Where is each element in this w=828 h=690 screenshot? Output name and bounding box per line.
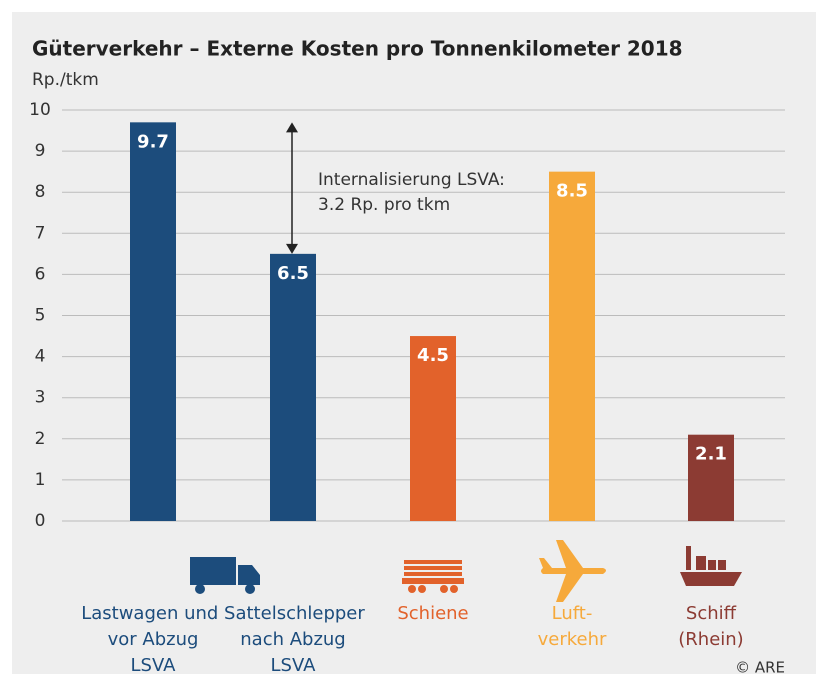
chart-title: Güterverkehr – Externe Kosten pro Tonnen… bbox=[32, 37, 683, 61]
x-tick-label: Schiff bbox=[686, 603, 737, 624]
x-tick-label: verkehr bbox=[538, 629, 607, 650]
y-tick-label: 8 bbox=[35, 182, 46, 202]
y-axis-label: Rp./tkm bbox=[32, 70, 99, 90]
value-label: 8.5 bbox=[556, 181, 588, 202]
y-tick-label: 4 bbox=[35, 347, 46, 367]
y-tick-label: 3 bbox=[35, 388, 46, 408]
plane-icon bbox=[539, 540, 606, 602]
value-label: 9.7 bbox=[137, 131, 169, 152]
x-tick-label: Schiene bbox=[397, 603, 468, 624]
x-tick-label: Luft- bbox=[552, 603, 593, 624]
x-tick-label: vor Abzug bbox=[108, 629, 199, 650]
bar bbox=[688, 434, 734, 521]
y-tick-label: 9 bbox=[35, 141, 46, 161]
x-tick-label: LSVA bbox=[271, 655, 317, 676]
x-tick-label: (Rhein) bbox=[678, 629, 743, 650]
y-tick-label: 7 bbox=[35, 223, 46, 243]
value-label: 6.5 bbox=[277, 263, 309, 284]
truck-icon bbox=[190, 557, 260, 594]
y-tick-label: 2 bbox=[35, 429, 46, 449]
ship-icon bbox=[680, 546, 742, 586]
source: © ARE bbox=[735, 659, 785, 677]
x-tick-label: nach Abzug bbox=[240, 629, 346, 650]
annotation: 3.2 Rp. pro tkm bbox=[318, 195, 450, 215]
annotation: Internalisierung LSVA: bbox=[318, 170, 505, 190]
y-tick-label: 0 bbox=[35, 511, 46, 531]
value-label: 2.1 bbox=[695, 444, 727, 465]
y-tick-label: 6 bbox=[35, 264, 46, 284]
train-icon bbox=[402, 560, 464, 593]
x-tick-label: LSVA bbox=[131, 655, 177, 676]
y-tick-label: 10 bbox=[29, 100, 51, 120]
arrow-head bbox=[286, 243, 298, 254]
value-label: 4.5 bbox=[417, 345, 449, 366]
arrow-head bbox=[286, 122, 298, 133]
bar bbox=[270, 253, 316, 521]
y-tick-label: 1 bbox=[35, 470, 46, 490]
group-label: Lastwagen und Sattelschlepper bbox=[81, 603, 365, 624]
bar bbox=[549, 171, 595, 521]
bar bbox=[130, 122, 176, 521]
y-tick-label: 5 bbox=[35, 306, 46, 326]
icons bbox=[190, 540, 742, 602]
bar bbox=[410, 336, 456, 521]
